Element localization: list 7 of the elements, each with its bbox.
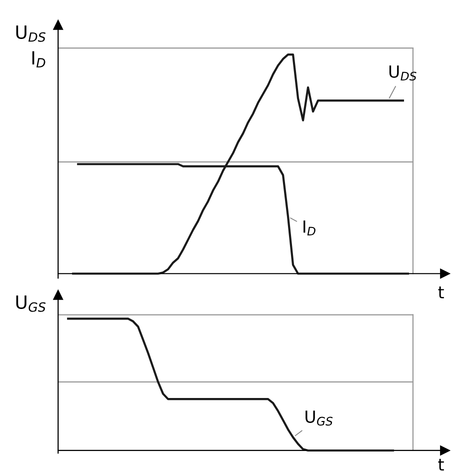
series-label: I$_{D}$ [304, 220, 316, 236]
y-axis-title: U$_{DS}$ I$_{D}$ [16, 26, 46, 68]
y-axis-title: U$_{GS}$ [16, 296, 46, 312]
series-label: U$_{DS}$ [389, 66, 416, 81]
series-label: U$_{GS}$ [306, 410, 333, 426]
x-axis-title: t [438, 286, 444, 298]
x-axis-title: t [438, 458, 444, 471]
